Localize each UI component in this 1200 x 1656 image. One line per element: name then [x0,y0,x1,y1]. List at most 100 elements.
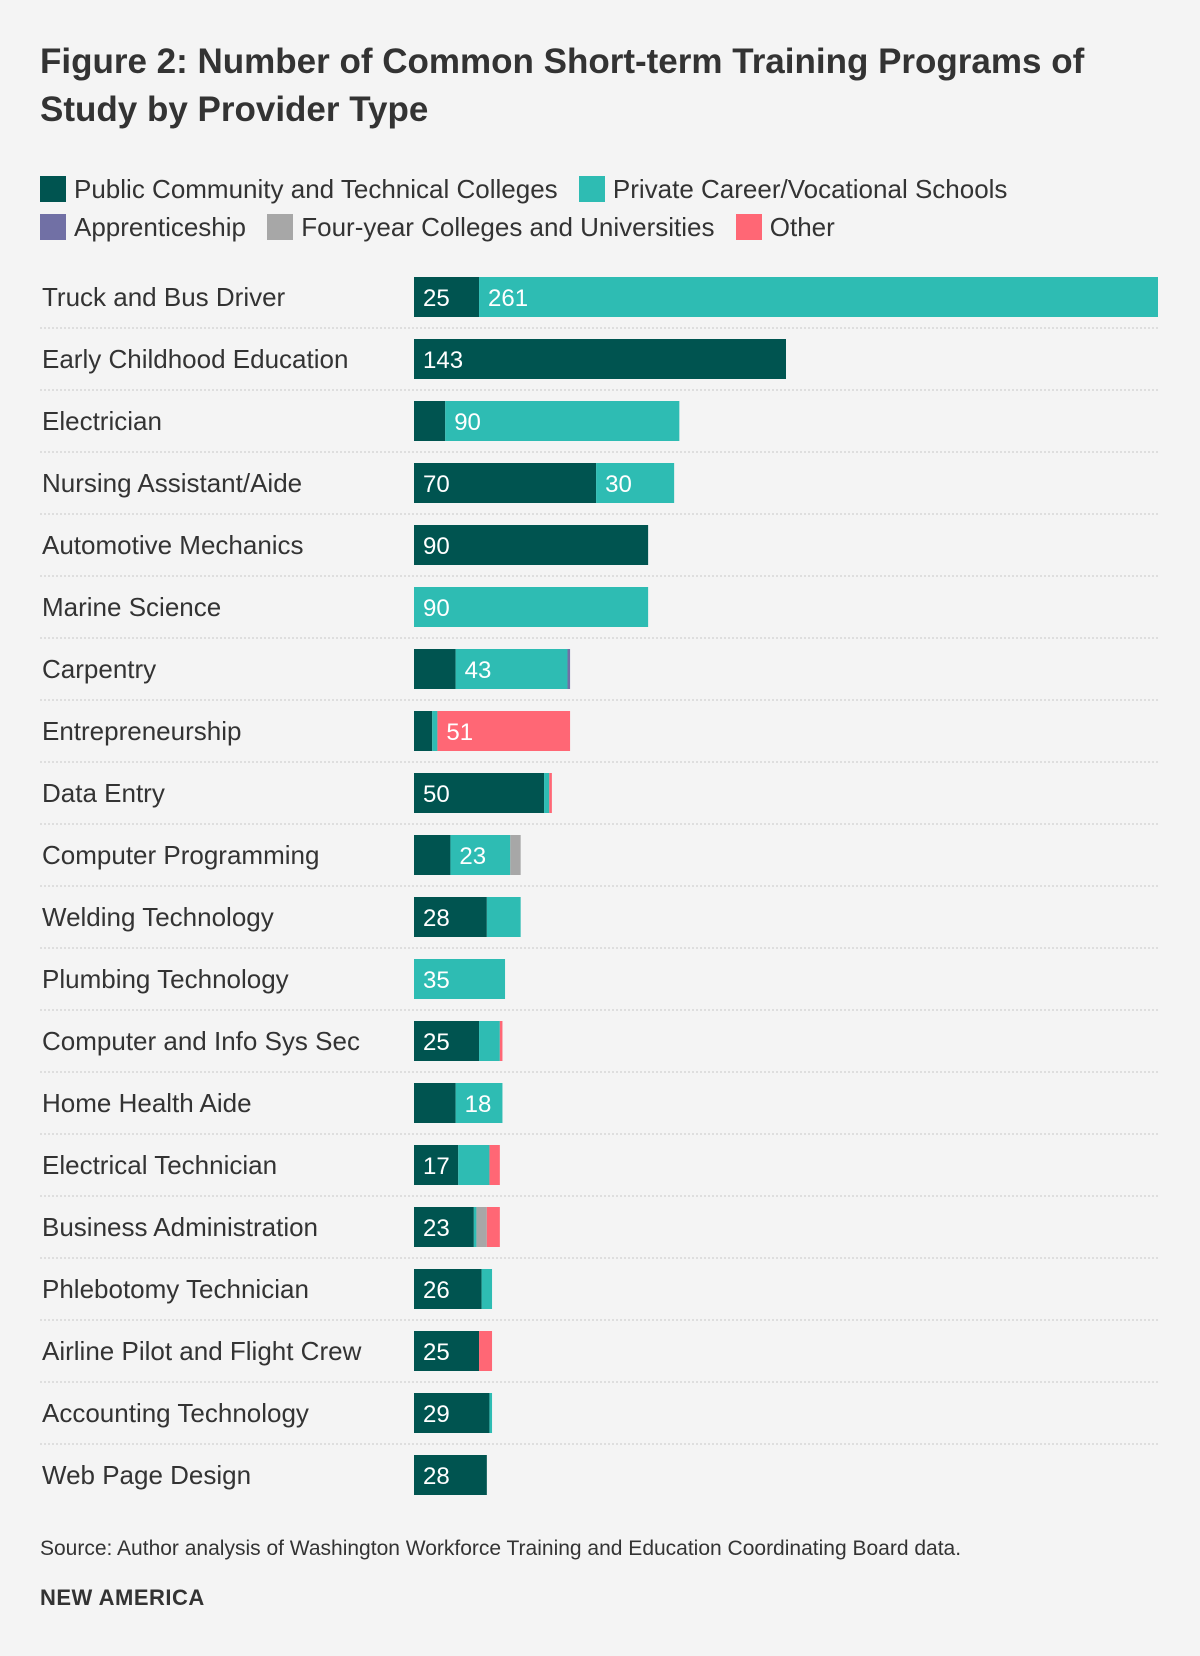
bar-segment [450,835,511,875]
category-label: Nursing Assistant/Aide [42,468,302,498]
data-label: 261 [488,285,528,312]
data-label: 29 [423,1401,450,1428]
bar-segment [544,773,550,813]
data-label: 35 [423,967,450,994]
data-label: 30 [605,471,632,498]
bar-segment [567,649,571,689]
data-label: 70 [423,471,450,498]
bar-segment [414,1331,480,1371]
category-label: Entrepreneurship [42,716,241,746]
bar-segment [549,773,552,813]
bar-segment [445,401,680,441]
bar-segment [414,1021,480,1061]
bar-segment [476,1207,487,1247]
data-label: 143 [423,347,463,374]
legend: Public Community and Technical Colleges … [40,170,1160,246]
legend-label: Public Community and Technical Colleges [74,174,558,204]
bar-segment [479,1021,500,1061]
bar-segment [486,1207,500,1247]
bar-segment [414,277,480,317]
bar-segment [414,773,545,813]
legend-label: Apprenticeship [74,212,246,242]
data-label: 25 [423,285,450,312]
bar-segment [414,463,597,503]
bar-segment [479,1331,493,1371]
bar-segment [432,711,438,751]
bar-segment [414,711,433,751]
chart-title: Figure 2: Number of Common Short-term Tr… [40,42,1085,129]
bar-segment [414,1455,487,1495]
bar-segment [455,1083,503,1123]
bar-segment [414,649,456,689]
source-note: Source: Author analysis of Washington Wo… [40,1537,962,1560]
bar-segment [414,401,446,441]
category-label: Automotive Mechanics [42,530,304,560]
bar-segment [414,959,506,999]
bar-segment [481,1269,493,1309]
category-label: Home Health Aide [42,1088,252,1118]
legend-label: Other [769,212,835,242]
category-label: Phlebotomy Technician [42,1274,309,1304]
legend-swatch [578,176,605,202]
category-label: Early Childhood Education [42,344,348,374]
category-label: Accounting Technology [42,1398,309,1428]
category-label: Welding Technology [42,902,274,932]
bar-segment [414,587,649,627]
bar-segment [489,1145,500,1185]
data-label: 51 [446,719,473,746]
bar-segment [414,339,786,379]
category-label: Truck and Bus Driver [42,282,286,312]
bar-segment [414,1393,490,1433]
data-label: 90 [423,595,450,622]
data-label: 28 [423,1463,450,1490]
category-label: Electrician [42,406,162,436]
legend-item-four-year: Four-year Colleges and Universities [267,208,715,246]
data-label: 17 [423,1153,450,1180]
data-label: 90 [454,409,481,436]
legend-label: Private Career/Vocational Schools [612,174,1008,204]
category-label: Plumbing Technology [42,964,289,994]
data-label: 23 [459,843,486,870]
category-label: Computer Programming [42,840,319,870]
category-label: Business Administration [42,1212,318,1242]
data-label: 90 [423,533,450,560]
bar-segment [510,835,521,875]
legend-label: Four-year Colleges and Universities [301,212,715,242]
bar-segment [473,1207,477,1247]
bar-segment [596,463,675,503]
category-label: Electrical Technician [42,1150,277,1180]
legend-swatch [267,214,294,240]
legend-swatch [40,176,66,202]
bar-segment [414,1145,459,1185]
bar-segment [437,711,571,751]
data-label: 25 [423,1339,450,1366]
data-label: 23 [423,1215,450,1242]
data-label: 50 [423,781,450,808]
bar-segment [414,525,649,565]
bar-segment [499,1021,503,1061]
category-label: Web Page Design [42,1460,251,1490]
legend-item-public: Public Community and Technical Colleges [40,170,558,208]
legend-item-other: Other [735,208,835,246]
bar-segment [414,897,487,937]
data-label: 28 [423,905,450,932]
bar-segment [414,1083,456,1123]
category-label: Carpentry [42,654,156,684]
bar-segment [458,1145,490,1185]
bar-segment [414,835,451,875]
bar-segment [489,1393,493,1433]
bar-segment [414,1207,474,1247]
data-label: 25 [423,1029,450,1056]
legend-swatch [40,214,66,240]
data-label: 18 [465,1091,492,1118]
bar-segment [414,1269,482,1309]
bar-segment [479,277,1158,317]
category-label: Marine Science [42,592,221,622]
bar-segment [455,649,568,689]
legend-item-private: Private Career/Vocational Schools [578,170,1008,208]
category-label: Data Entry [42,778,165,808]
stacked-bar-chart: Truck and Bus Driver 25 261 Early Childhood… [40,277,1158,1495]
category-label: Computer and Info Sys Sec [42,1026,360,1056]
legend-swatch [735,214,762,240]
data-label: 43 [465,657,492,684]
